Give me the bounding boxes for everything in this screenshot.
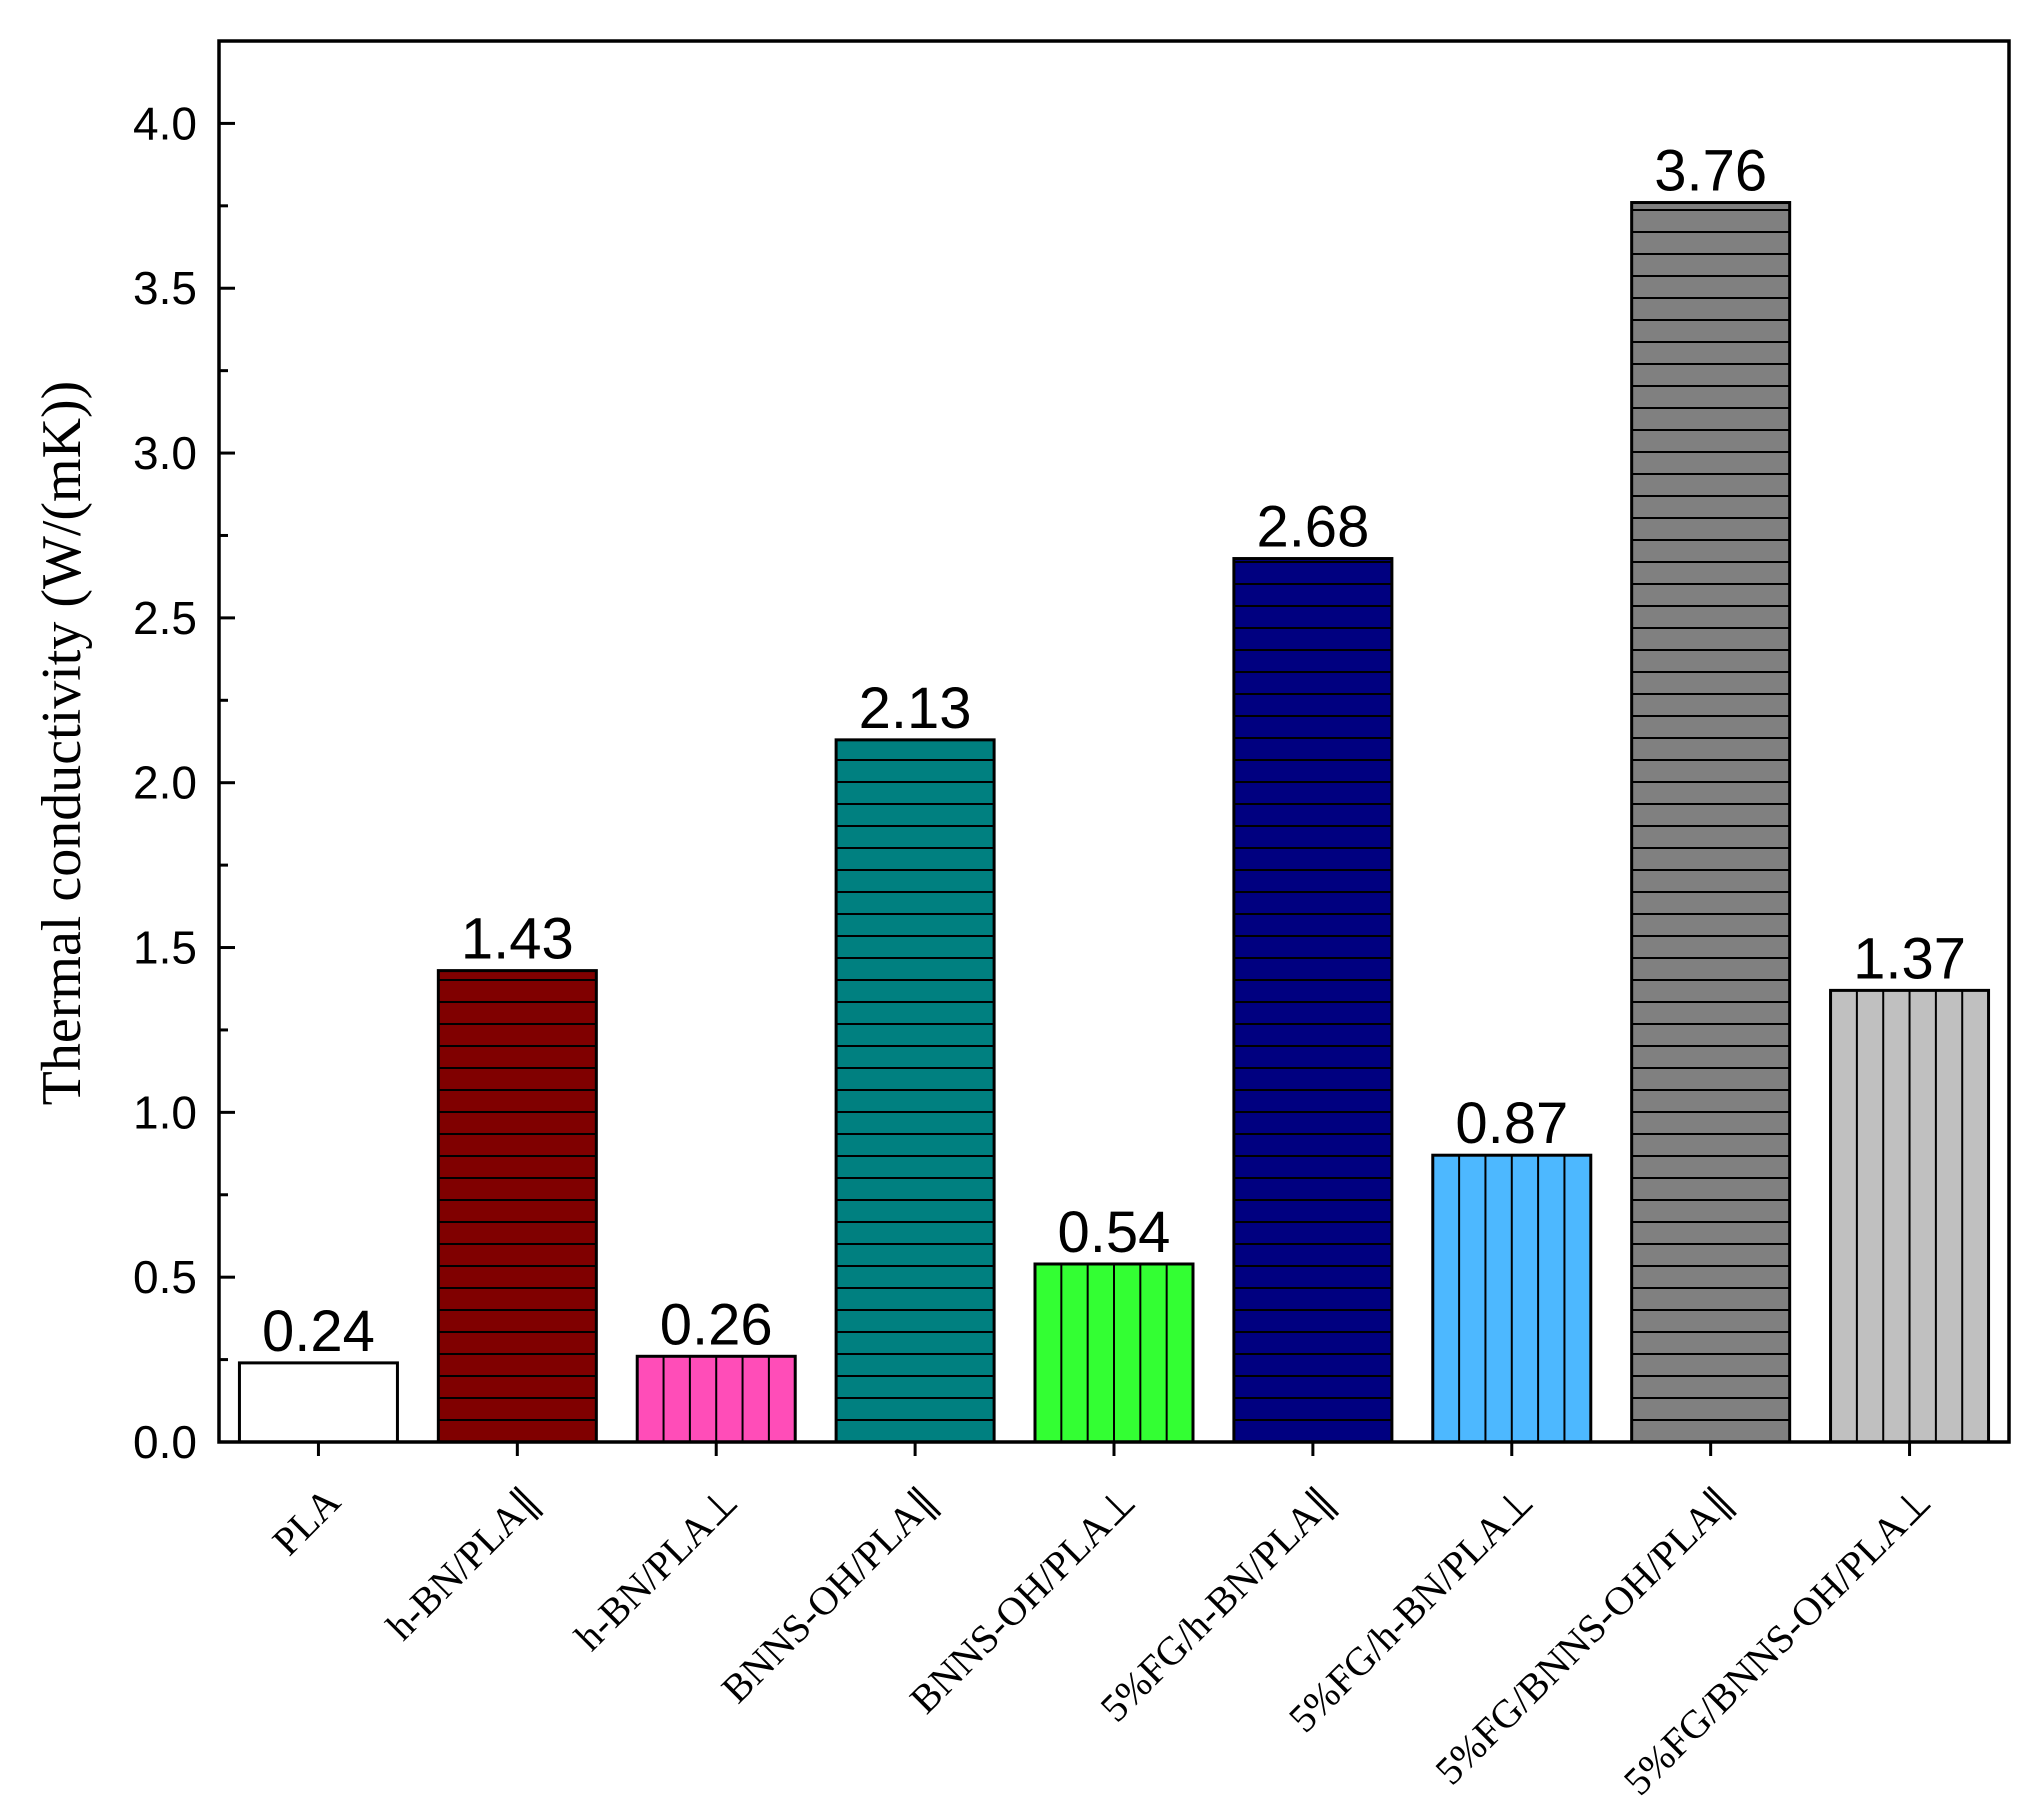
y-tick-label: 2.5	[133, 592, 197, 644]
bar	[438, 970, 597, 1442]
bar-group: 0.24	[237, 1299, 399, 1444]
bar-value-label: 0.26	[660, 1292, 773, 1357]
bar-group: 1.37	[1829, 926, 1991, 1444]
bar-group: 1.43	[436, 907, 598, 1444]
bar-value-label: 0.24	[262, 1299, 375, 1364]
bar-value-label: 1.43	[461, 907, 574, 972]
y-tick-label: 0.0	[133, 1416, 197, 1468]
bar	[239, 1362, 398, 1442]
bar-value-label: 2.13	[859, 676, 972, 741]
bar-value-label: 0.54	[1058, 1200, 1171, 1265]
x-category-label: h-BN/PLA∥	[378, 1479, 548, 1649]
y-tick-label: 3.0	[133, 427, 197, 479]
bar-value-label: 1.37	[1853, 926, 1966, 991]
y-tick-label: 2.0	[133, 757, 197, 809]
y-tick-label: 4.0	[133, 97, 197, 149]
bar	[1631, 202, 1790, 1442]
x-category-label: PLA	[264, 1478, 349, 1563]
bar-value-label: 3.76	[1654, 139, 1767, 204]
y-tick-label: 0.5	[133, 1251, 197, 1303]
x-category-label: h-BN/PLA⊥	[566, 1479, 747, 1660]
bars-layer: 0.24 1.43 0.26 2.13 0.54 2.68 0.87 3.76 1.37	[237, 139, 1991, 1444]
x-category-label: BNNS-OH/PLA∥	[712, 1479, 945, 1712]
bar-group: 3.76	[1630, 139, 1792, 1444]
bar-group: 0.26	[635, 1292, 797, 1444]
y-tick-label: 1.0	[133, 1086, 197, 1138]
bar	[1233, 558, 1392, 1442]
bar-group: 0.87	[1431, 1091, 1593, 1444]
bar-value-label: 0.87	[1455, 1091, 1568, 1156]
bar-group: 0.54	[1033, 1200, 1195, 1444]
bar-group: 2.68	[1232, 495, 1394, 1444]
y-tick-label: 3.5	[133, 262, 197, 314]
y-axis-title: Thermal conductivity (W/(mK))	[31, 381, 93, 1106]
y-tick-label: 1.5	[133, 922, 197, 974]
bar-group: 2.13	[834, 676, 996, 1444]
bar-value-label: 2.68	[1256, 495, 1369, 560]
